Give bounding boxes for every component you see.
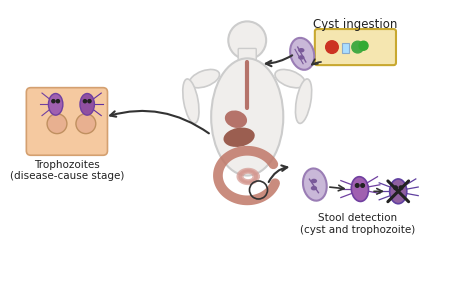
Ellipse shape — [311, 186, 317, 190]
Ellipse shape — [225, 110, 247, 128]
Ellipse shape — [298, 48, 304, 52]
Ellipse shape — [80, 94, 94, 115]
FancyBboxPatch shape — [342, 43, 349, 53]
Circle shape — [361, 184, 365, 187]
Ellipse shape — [351, 177, 368, 201]
Circle shape — [326, 41, 338, 53]
Circle shape — [399, 186, 403, 190]
Circle shape — [394, 186, 397, 190]
Circle shape — [52, 100, 55, 103]
Text: Trophozoites
(disease-cause stage): Trophozoites (disease-cause stage) — [10, 160, 124, 181]
Ellipse shape — [183, 79, 199, 124]
Ellipse shape — [311, 179, 317, 183]
Ellipse shape — [390, 179, 407, 204]
Ellipse shape — [275, 69, 305, 88]
Ellipse shape — [295, 79, 312, 124]
Ellipse shape — [303, 168, 327, 201]
FancyBboxPatch shape — [315, 29, 396, 65]
Text: Stool detection
(cyst and trophozoite): Stool detection (cyst and trophozoite) — [300, 213, 415, 235]
Circle shape — [356, 184, 359, 187]
Ellipse shape — [48, 94, 63, 115]
Circle shape — [359, 41, 368, 50]
FancyBboxPatch shape — [27, 88, 108, 155]
Circle shape — [47, 114, 67, 134]
Circle shape — [83, 100, 87, 103]
Circle shape — [88, 100, 91, 103]
Ellipse shape — [223, 128, 255, 147]
Circle shape — [352, 41, 364, 53]
FancyBboxPatch shape — [238, 48, 256, 63]
Circle shape — [76, 114, 96, 134]
Ellipse shape — [189, 69, 219, 88]
Circle shape — [228, 21, 266, 59]
Ellipse shape — [211, 58, 283, 176]
Circle shape — [56, 100, 59, 103]
Ellipse shape — [298, 55, 304, 60]
Ellipse shape — [290, 38, 314, 70]
Text: Cyst ingestion: Cyst ingestion — [313, 18, 398, 31]
